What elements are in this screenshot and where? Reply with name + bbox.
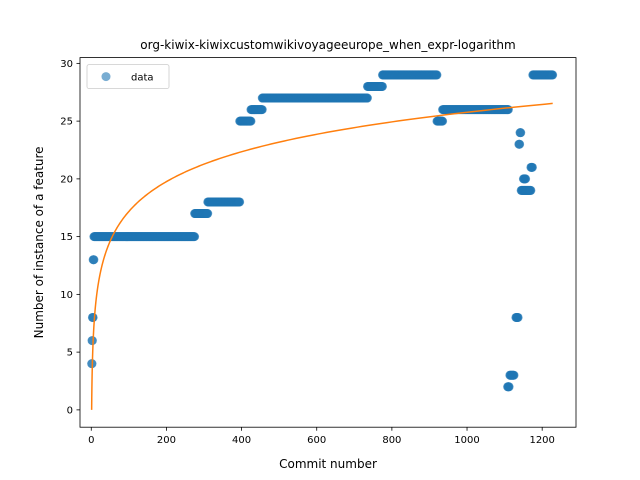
data-point bbox=[362, 93, 372, 103]
y-axis-label: Number of instance of a feature bbox=[32, 146, 46, 338]
chart-title: org-kiwix-kiwixcustomwikivoyageeurope_wh… bbox=[140, 38, 515, 52]
y-tick-label: 0 bbox=[67, 405, 73, 416]
x-tick-label: 1000 bbox=[454, 435, 479, 446]
x-tick-label: 600 bbox=[307, 435, 326, 446]
x-axis-ticks: 0 200 400 600 800 1000 1200 bbox=[88, 427, 555, 446]
plot-frame bbox=[79, 57, 577, 428]
data-point bbox=[257, 105, 267, 115]
data-point bbox=[548, 70, 558, 80]
plot-points bbox=[87, 70, 558, 392]
data-point bbox=[190, 232, 200, 242]
data-point bbox=[516, 128, 526, 138]
data-point bbox=[88, 312, 98, 322]
y-tick-label: 5 bbox=[67, 348, 73, 359]
y-tick-label: 25 bbox=[60, 117, 73, 128]
y-axis-ticks: 0 5 10 15 20 25 30 bbox=[60, 59, 80, 416]
data-point bbox=[377, 81, 387, 91]
data-point bbox=[438, 116, 448, 126]
data-point bbox=[203, 209, 213, 219]
data-point bbox=[504, 382, 514, 392]
data-point bbox=[89, 255, 99, 265]
data-point bbox=[521, 174, 531, 184]
y-tick-label: 15 bbox=[60, 232, 73, 243]
data-point bbox=[509, 370, 519, 380]
y-tick-label: 10 bbox=[60, 290, 73, 301]
data-point bbox=[432, 70, 442, 80]
data-point bbox=[246, 116, 256, 126]
fit-line bbox=[90, 102, 553, 410]
x-tick-label: 0 bbox=[88, 435, 94, 446]
legend: data bbox=[86, 64, 170, 89]
legend-marker bbox=[101, 72, 111, 82]
legend-box bbox=[86, 64, 170, 89]
x-tick-label: 1200 bbox=[529, 435, 554, 446]
data-point bbox=[527, 162, 537, 172]
x-tick-label: 800 bbox=[382, 435, 401, 446]
x-tick-label: 400 bbox=[232, 435, 251, 446]
x-axis-label: Commit number bbox=[279, 457, 377, 471]
legend-label-data: data bbox=[131, 72, 154, 83]
y-tick-label: 30 bbox=[60, 59, 73, 70]
x-tick-label: 200 bbox=[157, 435, 176, 446]
data-point bbox=[513, 312, 523, 322]
data-point bbox=[503, 105, 513, 115]
data-point bbox=[235, 197, 245, 207]
data-point bbox=[526, 185, 536, 195]
y-tick-label: 20 bbox=[60, 174, 73, 185]
data-point bbox=[515, 139, 525, 149]
